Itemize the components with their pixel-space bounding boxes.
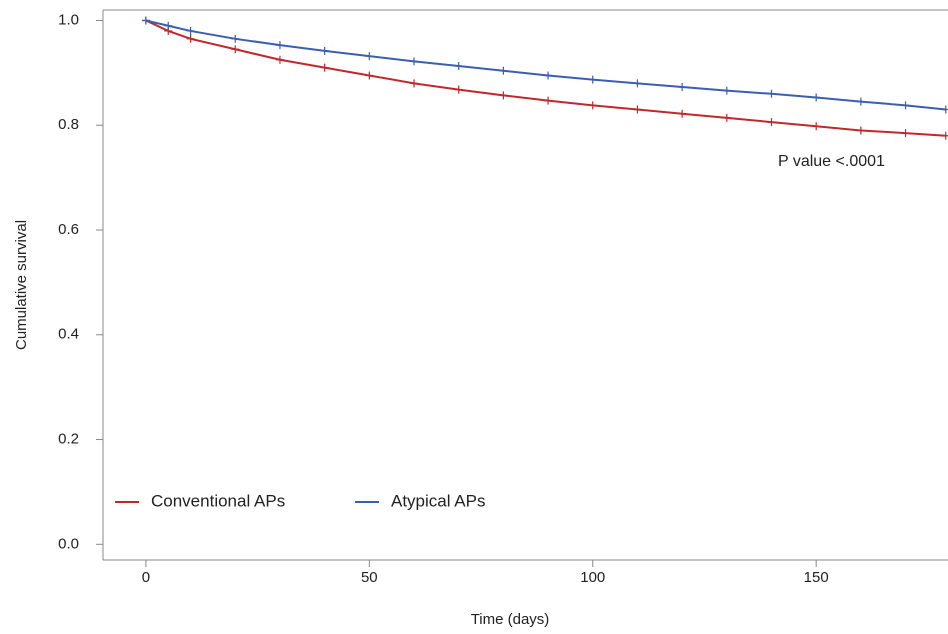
censor-mark <box>633 79 642 88</box>
censor-mark <box>499 66 508 75</box>
censor-mark <box>633 105 642 114</box>
censor-mark <box>141 16 150 25</box>
legend-label: Conventional APs <box>151 491 285 510</box>
censor-mark <box>186 34 195 43</box>
censor-mark <box>941 131 948 140</box>
censor-mark <box>722 113 731 122</box>
censor-mark <box>588 75 597 84</box>
censor-mark <box>231 45 240 54</box>
censor-mark <box>767 118 776 127</box>
censor-mark <box>901 101 910 110</box>
legend-label: Atypical APs <box>391 491 486 510</box>
censor-mark <box>767 89 776 98</box>
censor-mark <box>812 93 821 102</box>
censor-mark <box>901 129 910 138</box>
censor-mark <box>164 21 173 30</box>
censor-mark <box>722 86 731 95</box>
survival-line <box>145 19 946 137</box>
censor-mark <box>588 101 597 110</box>
censor-mark <box>678 109 687 118</box>
censor-mark <box>320 46 329 55</box>
censor-mark <box>231 34 240 43</box>
censor-mark <box>856 97 865 106</box>
y-axis-label: Cumulative survival <box>13 220 30 350</box>
y-tick-label: 0.8 <box>58 116 79 133</box>
y-tick-label: 1.0 <box>58 11 79 28</box>
censor-mark <box>410 57 419 66</box>
survival-line <box>145 19 946 111</box>
x-axis-label: Time (days) <box>471 611 550 628</box>
x-tick-label: 50 <box>361 569 378 586</box>
censor-mark <box>678 83 687 91</box>
censor-mark <box>275 55 284 64</box>
y-tick-label: 0.6 <box>58 221 79 238</box>
annotation: P value <.0001 <box>778 153 885 170</box>
y-tick-label: 0.4 <box>58 326 79 343</box>
censor-mark <box>410 79 419 88</box>
censor-mark <box>941 105 948 114</box>
y-tick-label: 0.0 <box>58 535 79 552</box>
x-tick-label: 100 <box>580 569 605 586</box>
censor-mark <box>454 85 463 94</box>
x-tick-label: 0 <box>142 569 150 586</box>
censor-mark <box>499 91 508 100</box>
censor-mark <box>320 63 329 72</box>
censor-mark <box>544 96 553 105</box>
x-tick-label: 150 <box>804 569 829 586</box>
censor-mark <box>454 62 463 71</box>
censor-mark <box>812 122 821 131</box>
censor-mark <box>275 41 284 50</box>
censor-mark <box>544 71 553 80</box>
censor-mark <box>856 126 865 135</box>
censor-mark <box>365 71 374 80</box>
y-tick-label: 0.2 <box>58 430 79 447</box>
censor-mark <box>365 52 374 61</box>
censor-mark <box>186 26 195 35</box>
